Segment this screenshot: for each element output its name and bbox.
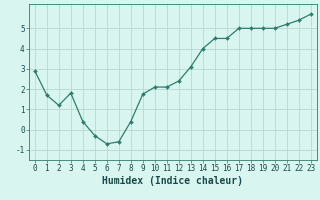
X-axis label: Humidex (Indice chaleur): Humidex (Indice chaleur) <box>102 176 243 186</box>
